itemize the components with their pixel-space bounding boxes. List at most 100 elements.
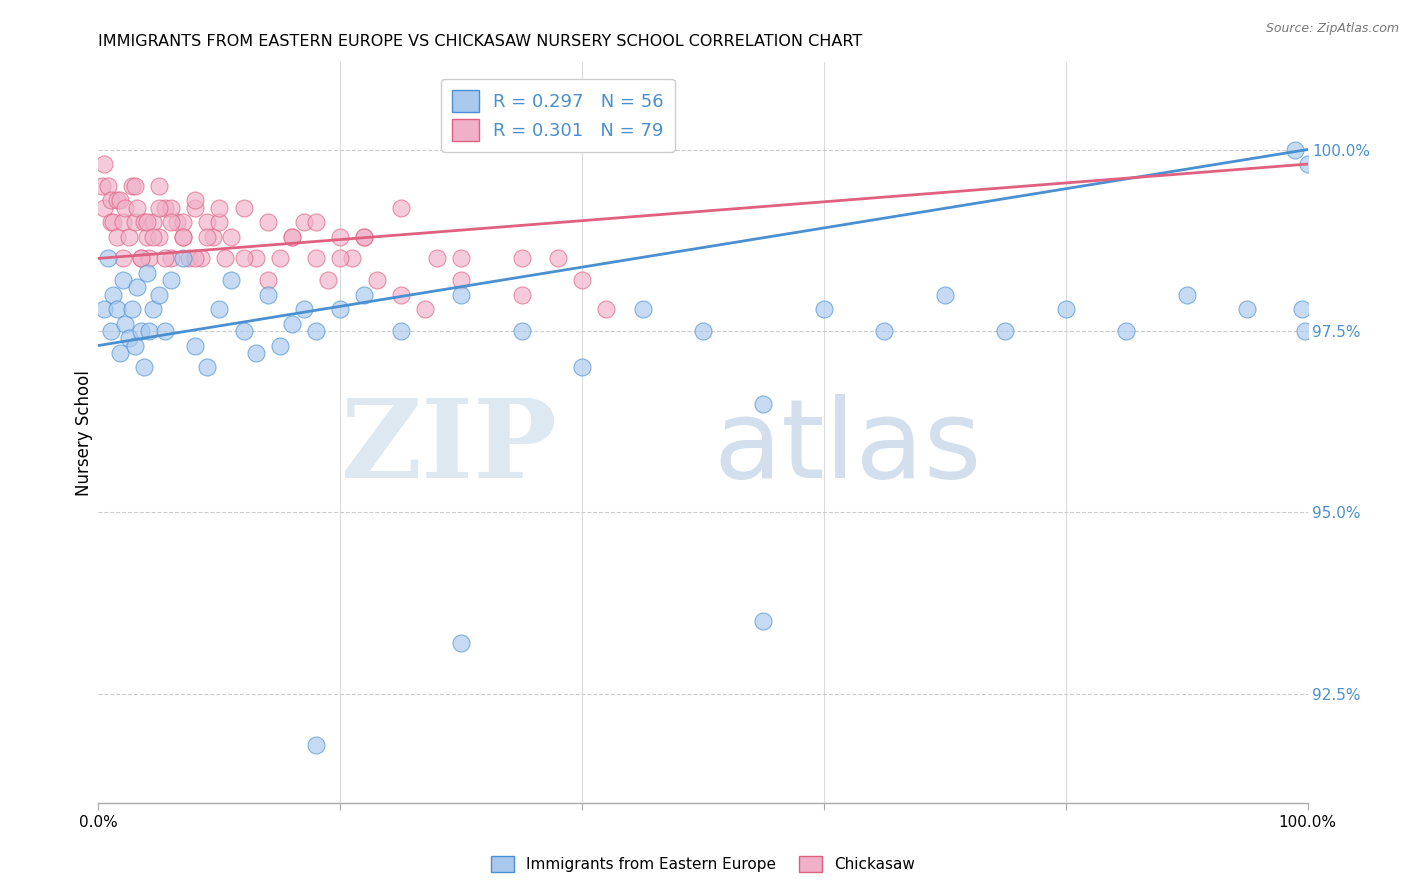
Point [305,324,328,338]
Point [305,252,328,266]
Point [134,215,156,229]
Point [232,324,254,338]
Point [105,302,128,317]
Point [153,201,176,215]
Point [153,324,176,338]
Point [138,324,160,338]
Point [752,615,775,629]
Point [1236,302,1258,317]
Point [692,324,714,338]
Point [221,273,243,287]
Point [184,252,207,266]
Point [292,215,315,229]
Point [100,324,122,338]
Point [97,178,120,193]
Point [450,636,472,650]
Point [450,287,472,301]
Point [208,215,231,229]
Point [292,302,315,317]
Point [305,738,328,752]
Point [172,252,194,266]
Point [1054,302,1077,317]
Point [142,215,165,229]
Point [184,194,207,208]
Point [353,229,375,244]
Point [108,194,131,208]
Point [256,215,278,229]
Point [160,201,183,215]
Point [353,287,375,301]
Point [269,252,291,266]
Point [101,215,124,229]
Point [166,215,188,229]
Point [329,229,352,244]
Point [93,157,115,171]
Point [97,252,120,266]
Point [426,252,449,266]
Point [316,273,339,287]
Point [153,252,176,266]
Point [148,201,170,215]
Point [1291,302,1313,317]
Point [571,273,593,287]
Point [510,287,533,301]
Point [142,302,165,317]
Point [148,287,170,301]
Point [91,178,114,193]
Point [305,215,328,229]
Point [160,273,183,287]
Point [221,229,243,244]
Point [129,252,152,266]
Point [281,229,304,244]
Point [595,302,617,317]
Point [631,302,654,317]
Point [366,273,388,287]
Point [135,266,157,280]
Text: IMMIGRANTS FROM EASTERN EUROPE VS CHICKASAW NURSERY SCHOOL CORRELATION CHART: IMMIGRANTS FROM EASTERN EUROPE VS CHICKA… [98,34,863,49]
Point [118,331,141,345]
Point [100,194,122,208]
Point [571,360,593,375]
Point [129,324,152,338]
Point [1296,157,1319,171]
Point [160,252,183,266]
Point [135,229,157,244]
Point [1284,143,1306,157]
Point [135,215,157,229]
Point [142,229,165,244]
Text: ZIP: ZIP [342,394,558,501]
Point [111,273,134,287]
Point [329,252,352,266]
Point [121,302,143,317]
Point [450,273,472,287]
Point [160,215,183,229]
Point [389,201,412,215]
Point [389,324,412,338]
Point [129,252,152,266]
Point [934,287,956,301]
Point [994,324,1017,338]
Point [450,252,472,266]
Point [111,215,134,229]
Point [172,229,194,244]
Point [121,178,143,193]
Point [114,317,136,331]
Point [148,229,170,244]
Point [124,178,146,193]
Point [195,229,218,244]
Point [413,302,436,317]
Point [184,201,207,215]
Point [245,345,267,359]
Point [179,252,201,266]
Point [1294,324,1316,338]
Point [108,345,131,359]
Point [256,287,278,301]
Point [134,360,156,375]
Point [195,360,218,375]
Point [389,287,412,301]
Point [256,273,278,287]
Point [281,229,304,244]
Point [138,252,160,266]
Point [93,201,115,215]
Point [195,215,218,229]
